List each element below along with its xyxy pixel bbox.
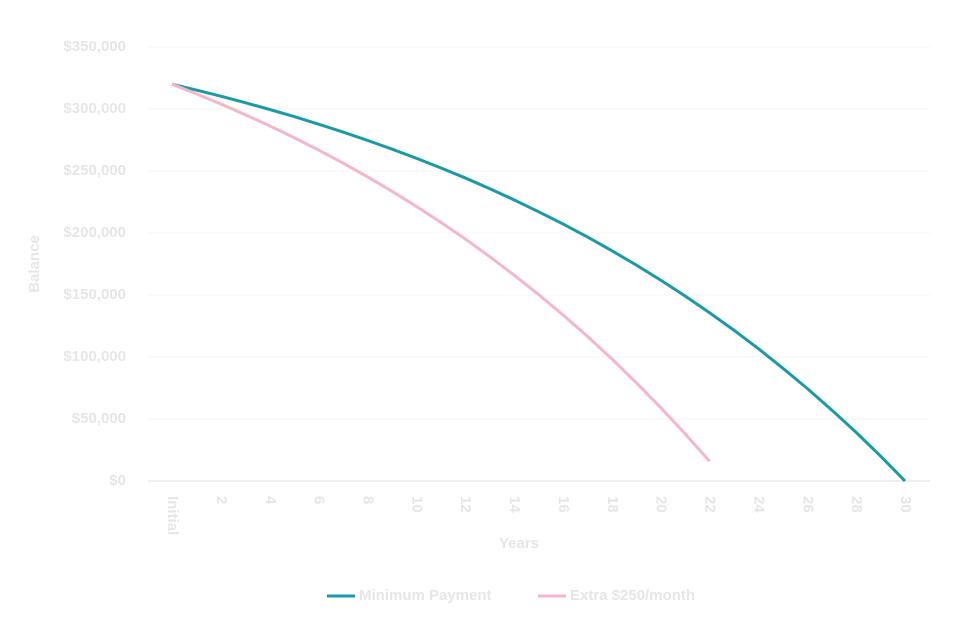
x-tick-label: 30	[897, 496, 914, 513]
legend-label: Minimum Payment	[359, 587, 492, 604]
y-tick-label: $50,000	[72, 410, 126, 427]
y-tick-label: $0	[109, 472, 126, 489]
x-tick-label: 6	[311, 496, 328, 504]
x-tick-label: Initial	[164, 496, 181, 535]
x-tick-label: 18	[604, 496, 621, 513]
y-tick-label: $350,000	[63, 38, 126, 55]
x-axis-title: Years	[499, 535, 539, 552]
y-tick-label: $200,000	[63, 224, 126, 241]
y-tick-label: $150,000	[63, 286, 126, 303]
y-tick-label: $250,000	[63, 162, 126, 179]
x-tick-label: 2	[213, 496, 230, 504]
legend-label: Extra $250/month	[570, 587, 695, 604]
y-tick-label: $100,000	[63, 348, 126, 365]
x-tick-label: 28	[848, 496, 865, 513]
data-line	[171, 82, 711, 463]
x-tick-label: 4	[262, 496, 279, 505]
x-tick-label: 10	[408, 496, 425, 513]
y-axis-title: Balance	[26, 235, 43, 293]
x-tick-label: 24	[750, 496, 767, 513]
x-tick-label: 22	[702, 496, 719, 513]
y-tick-label: $300,000	[63, 100, 126, 117]
x-tick-label: 14	[506, 496, 523, 513]
x-tick-label: 16	[555, 496, 572, 513]
x-tick-label: 12	[457, 496, 474, 513]
data-line	[171, 82, 907, 483]
x-tick-label: 20	[653, 496, 670, 513]
x-tick-label: 8	[359, 496, 376, 504]
x-tick-label: 26	[799, 496, 816, 513]
